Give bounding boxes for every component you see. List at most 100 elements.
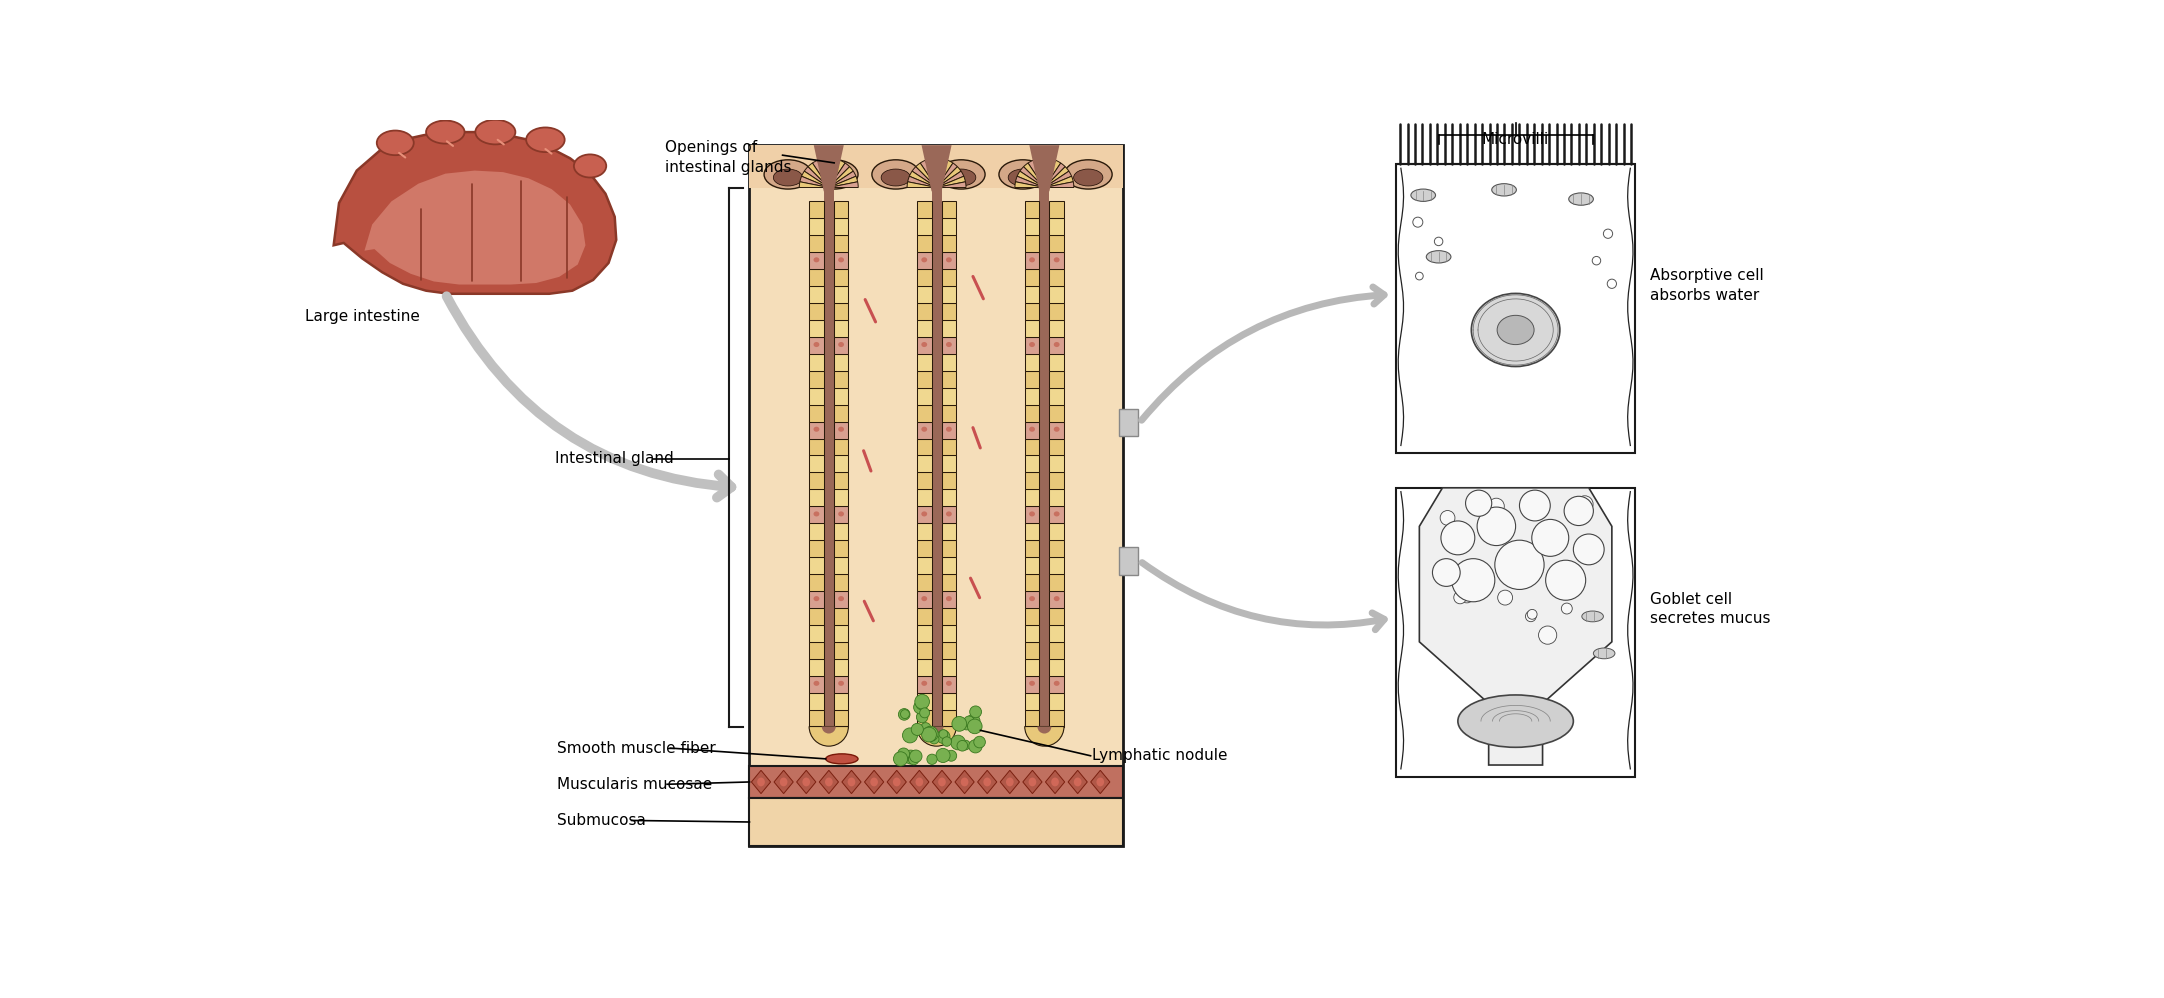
Polygon shape <box>933 770 952 793</box>
Polygon shape <box>809 693 824 710</box>
Polygon shape <box>941 202 956 219</box>
Wedge shape <box>1017 172 1045 188</box>
Polygon shape <box>809 591 824 608</box>
Polygon shape <box>1026 354 1039 371</box>
Circle shape <box>946 750 956 761</box>
Circle shape <box>1433 559 1461 587</box>
Ellipse shape <box>1000 160 1047 189</box>
Polygon shape <box>833 659 848 676</box>
Polygon shape <box>941 472 956 489</box>
Polygon shape <box>833 557 848 574</box>
Polygon shape <box>941 642 956 659</box>
Polygon shape <box>842 770 861 793</box>
Polygon shape <box>941 236 956 252</box>
Circle shape <box>1478 507 1515 546</box>
Polygon shape <box>809 608 824 625</box>
Polygon shape <box>918 286 931 303</box>
Polygon shape <box>1050 320 1065 337</box>
Wedge shape <box>909 172 937 188</box>
Polygon shape <box>751 770 770 793</box>
Ellipse shape <box>1491 184 1517 196</box>
Polygon shape <box>918 472 931 489</box>
Ellipse shape <box>946 257 952 262</box>
Wedge shape <box>907 177 937 188</box>
Wedge shape <box>937 159 948 188</box>
Circle shape <box>974 737 985 748</box>
Polygon shape <box>1045 770 1065 793</box>
Polygon shape <box>918 608 931 625</box>
Polygon shape <box>833 236 848 252</box>
Ellipse shape <box>814 342 820 347</box>
Wedge shape <box>1045 172 1071 188</box>
Polygon shape <box>941 337 956 354</box>
Polygon shape <box>941 506 956 523</box>
Polygon shape <box>809 421 824 438</box>
Wedge shape <box>1045 182 1073 188</box>
Circle shape <box>1504 524 1515 535</box>
Ellipse shape <box>1054 511 1060 516</box>
Polygon shape <box>918 236 931 252</box>
Polygon shape <box>1050 506 1065 523</box>
Circle shape <box>898 748 909 760</box>
Polygon shape <box>833 472 848 489</box>
Circle shape <box>894 751 907 765</box>
Polygon shape <box>1026 608 1039 625</box>
Polygon shape <box>809 574 824 591</box>
Polygon shape <box>1050 676 1065 693</box>
Circle shape <box>1441 521 1476 555</box>
Polygon shape <box>941 371 956 387</box>
Wedge shape <box>1045 158 1050 188</box>
Polygon shape <box>1026 320 1039 337</box>
Ellipse shape <box>1052 777 1058 786</box>
Wedge shape <box>812 161 829 188</box>
Polygon shape <box>1026 676 1039 693</box>
Circle shape <box>963 716 974 727</box>
Ellipse shape <box>937 160 985 189</box>
Circle shape <box>898 709 911 721</box>
Circle shape <box>920 723 931 733</box>
Ellipse shape <box>779 777 788 786</box>
Wedge shape <box>1045 161 1060 188</box>
Polygon shape <box>1050 574 1065 591</box>
Polygon shape <box>809 404 824 421</box>
Polygon shape <box>1026 557 1039 574</box>
Polygon shape <box>941 693 956 710</box>
Polygon shape <box>1050 540 1065 557</box>
Circle shape <box>905 750 918 764</box>
Polygon shape <box>809 625 824 642</box>
Text: Goblet cell
secretes mucus: Goblet cell secretes mucus <box>1651 592 1770 627</box>
Wedge shape <box>1045 159 1056 188</box>
Ellipse shape <box>526 128 565 152</box>
Polygon shape <box>824 188 833 727</box>
Polygon shape <box>1026 540 1039 557</box>
Ellipse shape <box>946 427 952 432</box>
Polygon shape <box>1050 236 1065 252</box>
Ellipse shape <box>961 777 969 786</box>
Ellipse shape <box>1073 777 1082 786</box>
Polygon shape <box>833 252 848 269</box>
Polygon shape <box>1026 421 1039 438</box>
Wedge shape <box>801 172 829 188</box>
Ellipse shape <box>814 427 820 432</box>
Polygon shape <box>1026 591 1039 608</box>
Wedge shape <box>829 159 840 188</box>
Wedge shape <box>818 159 829 188</box>
Ellipse shape <box>1097 777 1104 786</box>
Circle shape <box>1532 519 1569 556</box>
Wedge shape <box>907 182 937 188</box>
Ellipse shape <box>1030 257 1034 262</box>
Ellipse shape <box>827 753 859 763</box>
Polygon shape <box>941 608 956 625</box>
Polygon shape <box>833 337 848 354</box>
Ellipse shape <box>946 342 952 347</box>
Wedge shape <box>937 163 956 188</box>
Circle shape <box>967 720 982 734</box>
Polygon shape <box>918 421 931 438</box>
Polygon shape <box>1000 770 1019 793</box>
Ellipse shape <box>946 681 952 686</box>
Polygon shape <box>941 387 956 404</box>
Polygon shape <box>941 659 956 676</box>
Polygon shape <box>1026 438 1039 455</box>
Circle shape <box>1497 590 1513 605</box>
Polygon shape <box>941 710 956 727</box>
